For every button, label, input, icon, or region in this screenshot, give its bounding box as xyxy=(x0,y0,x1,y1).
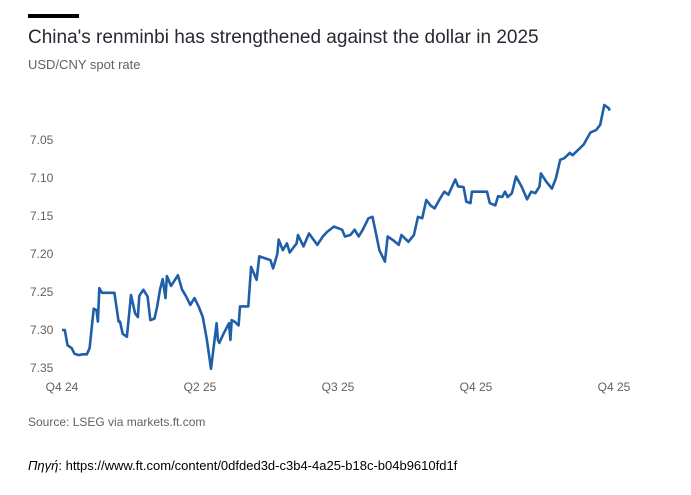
footer-label: Πηγή xyxy=(28,458,59,473)
y-tick-label: 7.10 xyxy=(30,171,54,185)
y-tick-label: 7.15 xyxy=(30,209,54,223)
y-tick-label: 7.20 xyxy=(30,247,54,261)
chart-source: Source: LSEG via markets.ft.com xyxy=(28,415,206,429)
y-tick-label: 7.05 xyxy=(30,133,54,147)
x-tick-label: Q4 25 xyxy=(598,380,631,394)
chart-subtitle: USD/CNY spot rate xyxy=(28,57,141,72)
x-tick-label: Q4 25 xyxy=(460,380,493,394)
footer-separator: : xyxy=(58,458,66,473)
footer-source: Πηγή: https://www.ft.com/content/0dfded3… xyxy=(28,458,457,473)
x-tick-label: Q3 25 xyxy=(322,380,355,394)
x-tick-label: Q4 24 xyxy=(46,380,79,394)
ft-header-bar xyxy=(28,14,79,18)
y-tick-label: 7.25 xyxy=(30,285,54,299)
usd-cny-series-line xyxy=(62,103,612,371)
x-axis-ticks: Q4 24 Q2 25 Q3 25 Q4 25 Q4 25 xyxy=(46,380,631,394)
footer-url[interactable]: https://www.ft.com/content/0dfded3d-c3b4… xyxy=(65,458,458,473)
y-tick-label: 7.35 xyxy=(30,361,54,375)
y-axis-ticks: 7.05 7.10 7.15 7.20 7.25 7.30 7.35 xyxy=(30,133,54,375)
y-tick-label: 7.30 xyxy=(30,323,54,337)
x-tick-label: Q2 25 xyxy=(184,380,217,394)
chart-title: China's renminbi has strengthened agains… xyxy=(28,27,539,48)
